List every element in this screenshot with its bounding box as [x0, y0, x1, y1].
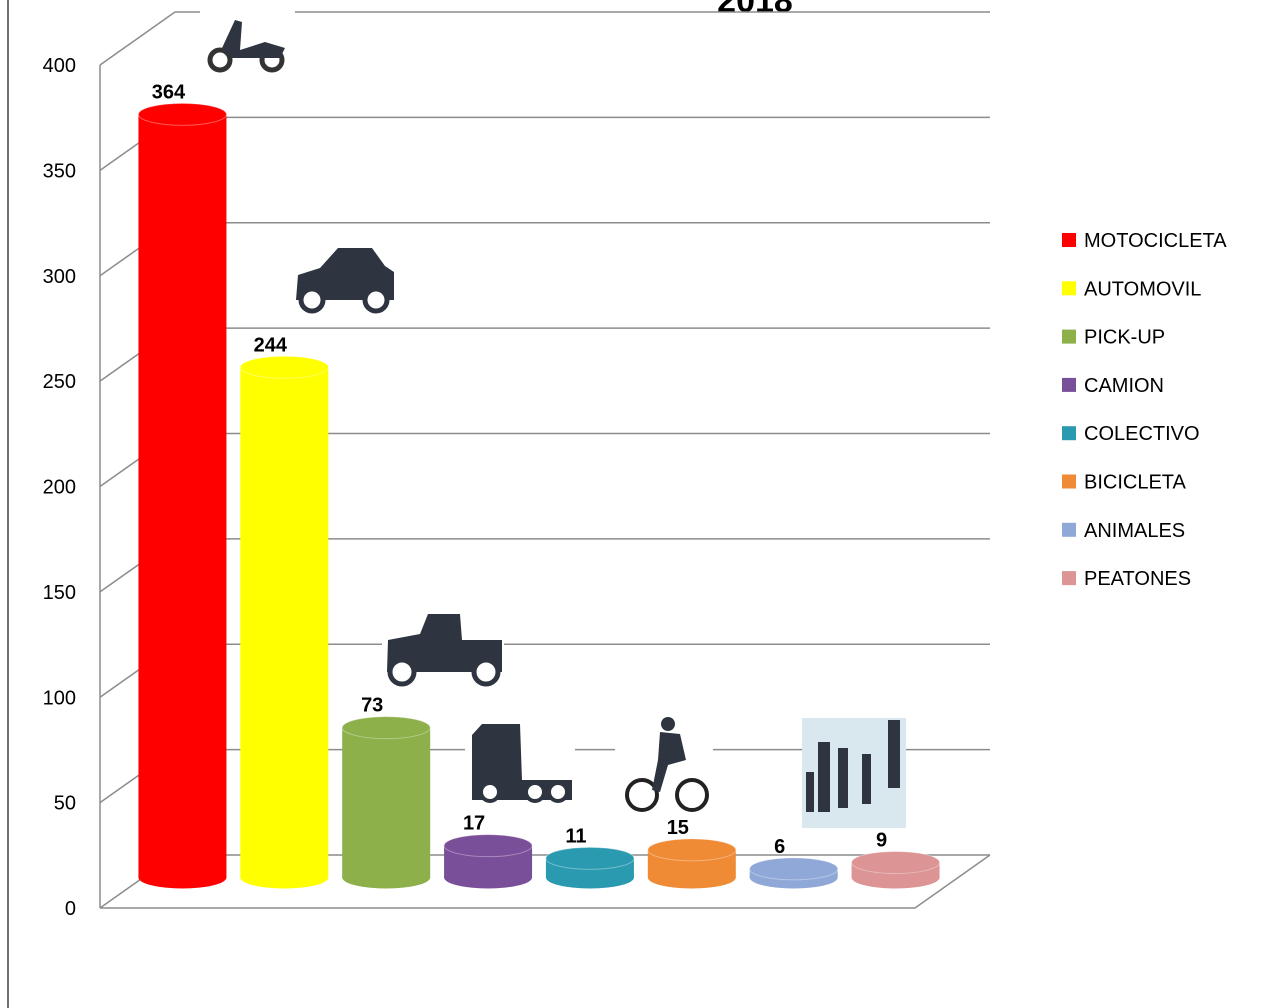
y-tick-label: 0: [65, 898, 76, 920]
legend-swatch: [1062, 475, 1076, 489]
value-label: 11: [565, 825, 586, 847]
y-tick-label: 250: [43, 371, 76, 393]
chart: 2018 0 50 100 150 200 250 300 350 400 364 244 73 17…: [0, 0, 1261, 1008]
y-tick-label: 300: [43, 266, 76, 288]
chart-title: 2018: [717, 0, 793, 20]
value-label: 6: [774, 836, 785, 858]
legend-swatch: [1062, 330, 1076, 344]
bar: [138, 114, 226, 877]
legend-swatch: [1062, 426, 1076, 440]
y-tick-label: 200: [43, 477, 76, 499]
bicycle-icon: [615, 712, 713, 816]
value-label: 244: [254, 334, 288, 356]
bar-top: [750, 858, 838, 880]
car-icon: [292, 238, 395, 314]
value-label: 364: [152, 81, 186, 103]
legend-label: CAMION: [1084, 375, 1164, 397]
bar-top: [240, 356, 328, 378]
y-tick-label: 350: [43, 160, 76, 182]
y-tick-label: 50: [54, 793, 76, 815]
legend-swatch: [1062, 281, 1076, 295]
legend-label: PICK-UP: [1084, 327, 1165, 349]
bar-top: [342, 717, 430, 739]
motorcycle-icon: [200, 0, 295, 78]
bar: [240, 367, 328, 877]
pedestrians-icon: [802, 718, 906, 828]
legend-swatch: [1062, 378, 1076, 392]
y-tick-label: 400: [43, 55, 76, 77]
bar-top: [648, 839, 736, 861]
bar-top: [852, 852, 940, 874]
bar: [342, 728, 430, 878]
y-tick-label: 150: [43, 582, 76, 604]
truck-icon: [465, 718, 575, 806]
pickup-icon: [382, 608, 504, 688]
grid-line-side: [100, 12, 175, 65]
value-label: 9: [876, 830, 887, 852]
legend-label: AUTOMOVIL: [1084, 278, 1201, 300]
y-tick-label: 100: [43, 687, 76, 709]
legend-label: ANIMALES: [1084, 520, 1185, 542]
legend-label: BICICLETA: [1084, 472, 1187, 494]
legend-label: COLECTIVO: [1084, 423, 1200, 445]
value-label: 15: [667, 817, 689, 839]
value-label: 73: [361, 695, 383, 717]
legend-label: MOTOCICLETA: [1084, 230, 1227, 252]
value-label: 17: [463, 813, 485, 835]
legend-swatch: [1062, 233, 1076, 247]
legend-label: PEATONES: [1084, 568, 1191, 590]
bar-top: [444, 835, 532, 857]
bar-top: [546, 847, 634, 869]
legend-swatch: [1062, 571, 1076, 585]
bar-top: [138, 103, 226, 125]
legend-swatch: [1062, 523, 1076, 537]
